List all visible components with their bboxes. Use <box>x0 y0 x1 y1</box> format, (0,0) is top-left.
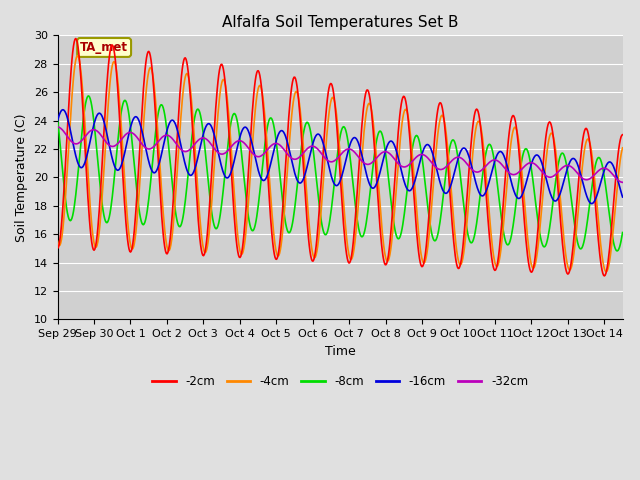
Legend: -2cm, -4cm, -8cm, -16cm, -32cm: -2cm, -4cm, -8cm, -16cm, -32cm <box>147 371 532 393</box>
Y-axis label: Soil Temperature (C): Soil Temperature (C) <box>15 113 28 241</box>
Title: Alfalfa Soil Temperatures Set B: Alfalfa Soil Temperatures Set B <box>222 15 458 30</box>
X-axis label: Time: Time <box>324 345 355 358</box>
Text: TA_met: TA_met <box>80 41 128 54</box>
